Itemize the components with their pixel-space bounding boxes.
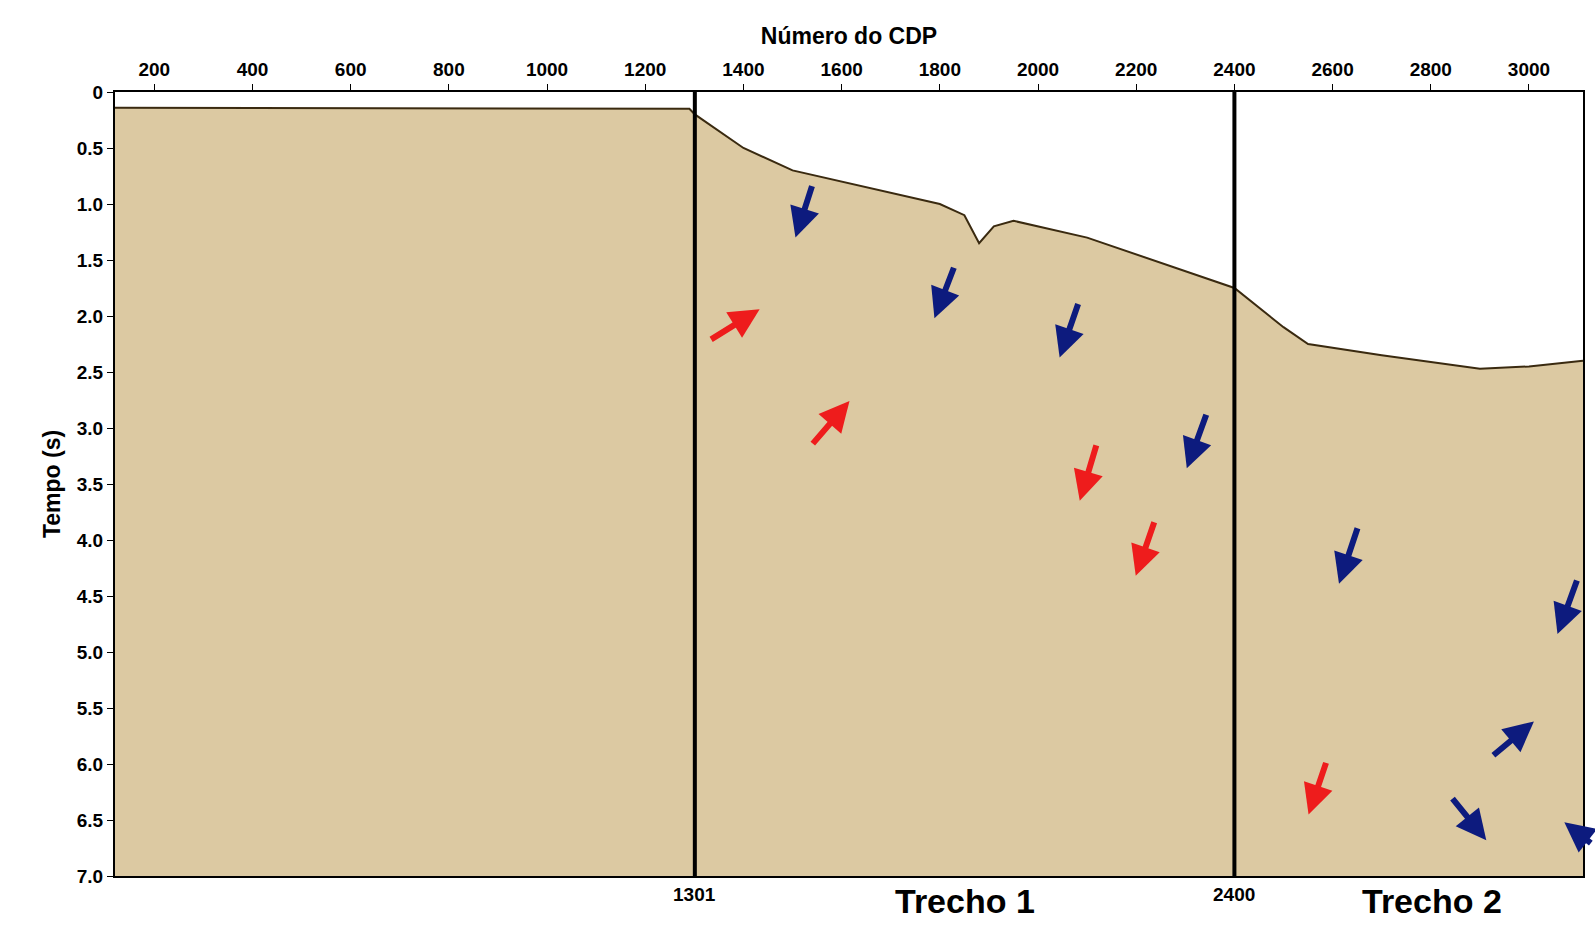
svg-text:4.0: 4.0: [77, 530, 103, 551]
svg-text:800: 800: [433, 59, 465, 80]
svg-text:2400: 2400: [1213, 59, 1255, 80]
svg-text:400: 400: [237, 59, 269, 80]
svg-text:6.0: 6.0: [77, 754, 103, 775]
svg-text:2200: 2200: [1115, 59, 1157, 80]
svg-text:Trecho 1: Trecho 1: [895, 882, 1035, 920]
svg-text:600: 600: [335, 59, 367, 80]
svg-text:1.5: 1.5: [77, 250, 104, 271]
svg-text:1000: 1000: [526, 59, 568, 80]
svg-text:3000: 3000: [1508, 59, 1550, 80]
svg-text:7.0: 7.0: [77, 866, 103, 887]
svg-text:200: 200: [138, 59, 170, 80]
svg-text:1600: 1600: [820, 59, 862, 80]
svg-text:2800: 2800: [1410, 59, 1452, 80]
svg-text:2600: 2600: [1311, 59, 1353, 80]
svg-text:2.5: 2.5: [77, 362, 104, 383]
svg-text:Trecho 2: Trecho 2: [1362, 882, 1502, 920]
svg-text:5.5: 5.5: [77, 698, 104, 719]
svg-text:3.5: 3.5: [77, 474, 104, 495]
svg-text:5.0: 5.0: [77, 642, 103, 663]
svg-text:0.5: 0.5: [77, 138, 104, 159]
svg-text:1301: 1301: [673, 884, 716, 905]
svg-text:1400: 1400: [722, 59, 764, 80]
svg-text:1.0: 1.0: [77, 194, 103, 215]
svg-text:Tempo (s): Tempo (s): [39, 430, 65, 538]
svg-text:2.0: 2.0: [77, 306, 103, 327]
svg-text:0: 0: [93, 82, 104, 103]
svg-text:4.5: 4.5: [77, 586, 104, 607]
svg-text:3.0: 3.0: [77, 418, 103, 439]
svg-text:Número do CDP: Número do CDP: [761, 23, 937, 49]
svg-text:1200: 1200: [624, 59, 666, 80]
svg-text:2000: 2000: [1017, 59, 1059, 80]
svg-text:2400: 2400: [1213, 884, 1255, 905]
svg-text:6.5: 6.5: [77, 810, 104, 831]
svg-text:1800: 1800: [919, 59, 961, 80]
